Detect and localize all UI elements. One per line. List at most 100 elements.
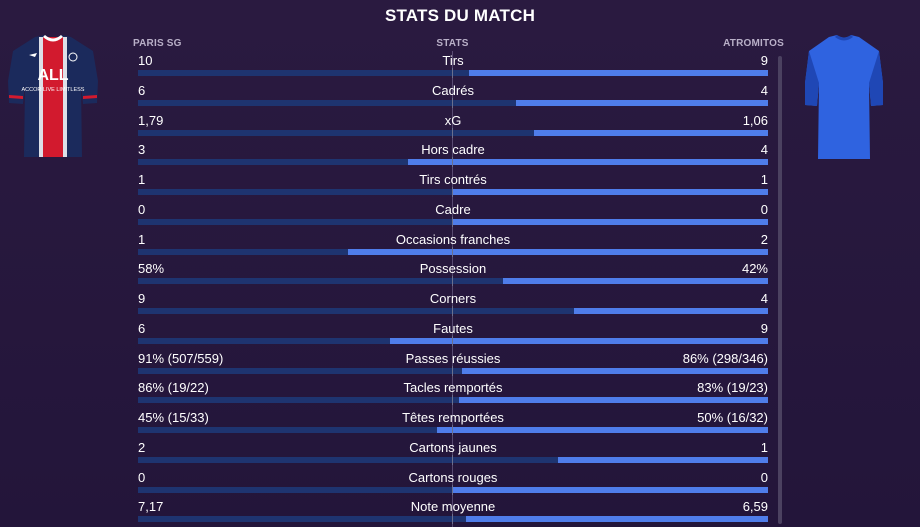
away-stat-value: 4 [760, 82, 768, 98]
away-bar-fill [459, 397, 768, 404]
home-bar-fill [138, 278, 503, 285]
home-bar-fill [138, 367, 462, 374]
bar-midpoint-marker [452, 216, 453, 227]
bar-midpoint-marker [452, 157, 453, 168]
stat-row: 6 Cadrés 4 [138, 81, 768, 111]
stat-comparison-bar [138, 276, 768, 287]
stat-label: Occasions franches [395, 231, 511, 247]
bar-midpoint-marker [452, 127, 453, 138]
stat-label: Cadre [435, 201, 471, 217]
stat-row: 0 Cartons rouges 0 [138, 468, 768, 498]
home-kit-image: ALL ACCOR LIVE LIMITLESS [8, 35, 98, 157]
stat-comparison-bar [138, 246, 768, 257]
away-stat-value: 42% [741, 261, 768, 277]
away-stat-value: 50% (16/32) [697, 410, 768, 425]
home-stat-value: 1,79 [138, 112, 164, 128]
home-stat-value: 7,17 [138, 499, 164, 515]
away-bar-fill [453, 218, 768, 225]
away-stat-value: 2 [760, 231, 768, 247]
away-stat-value: 0 [760, 201, 768, 217]
stat-comparison-bar [138, 395, 768, 406]
bar-midpoint-marker [452, 484, 453, 495]
home-stat-value: 10 [138, 53, 153, 68]
bar-midpoint-marker [452, 276, 453, 287]
scrollbar[interactable] [778, 56, 782, 524]
home-stat-value: 2 [138, 439, 146, 455]
stat-label: Tacles remportés [403, 380, 503, 396]
away-bar-fill [348, 248, 768, 255]
stat-comparison-bar [138, 187, 768, 197]
stat-label: Passes réussies [405, 350, 501, 366]
away-bar-fill [574, 308, 768, 314]
stat-row: 7,17 Note moyenne 6,59 [138, 497, 768, 527]
away-bar-fill [558, 456, 768, 463]
stat-row: 3 Hors cadre 4 [138, 140, 768, 170]
bar-midpoint-marker [452, 68, 453, 78]
home-stat-value: 1 [138, 231, 146, 247]
home-stat-value: 6 [138, 320, 146, 336]
away-team-name: ATROMITOS [723, 38, 784, 49]
away-bar-fill [453, 486, 768, 493]
away-bar-fill [469, 70, 768, 76]
bar-midpoint-marker [452, 246, 453, 257]
stat-row: 10 Tirs 9 [138, 51, 768, 81]
bar-midpoint-marker [452, 425, 453, 435]
away-stat-value: 0 [760, 469, 768, 485]
home-stat-value: 0 [138, 201, 146, 217]
home-bar-fill [138, 159, 408, 166]
away-bar-fill [534, 129, 768, 136]
home-stat-value: 86% (19/22) [138, 380, 209, 396]
stats-table: 10 Tirs 9 6 Cadrés 4 1,79 xG 1,06 3 Hors cadre 4 1 Ti… [138, 51, 768, 527]
stat-row: 86% (19/22) Tacles remportés 83% (19/23) [138, 378, 768, 408]
stat-comparison-bar [138, 514, 768, 525]
stat-row: 1,79 xG 1,06 [138, 111, 768, 141]
stat-label: Corners [429, 291, 477, 306]
bar-midpoint-marker [452, 514, 453, 525]
away-bar-fill [466, 516, 768, 523]
stat-comparison-bar [138, 454, 768, 465]
center-divider [452, 51, 453, 527]
home-stat-value: 1 [138, 172, 146, 187]
stat-label: Possession [419, 261, 487, 277]
away-bar-fill [462, 367, 768, 374]
away-stat-value: 6,59 [742, 499, 768, 515]
svg-text:ACCOR LIVE LIMITLESS: ACCOR LIVE LIMITLESS [22, 87, 85, 93]
away-stat-value: 86% (298/346) [682, 350, 768, 366]
stat-label: Fautes [433, 320, 473, 336]
home-bar-fill [138, 189, 453, 195]
stat-row: 1 Occasions franches 2 [138, 230, 768, 260]
stat-row: 45% (15/33) Têtes remportées 50% (16/32) [138, 408, 768, 438]
page-title: STATS DU MATCH [384, 6, 536, 25]
home-bar-fill [138, 308, 574, 314]
stat-label: Cartons jaunes [409, 439, 497, 455]
home-bar-fill [138, 486, 453, 493]
svg-text:ALL: ALL [37, 67, 68, 84]
stat-comparison-bar [138, 157, 768, 168]
away-bar-fill [516, 99, 768, 106]
away-stat-value: 9 [760, 320, 768, 336]
stat-comparison-bar [138, 335, 768, 346]
home-team-name: PARIS SG [133, 38, 182, 49]
home-bar-fill [138, 427, 437, 433]
stat-comparison-bar [138, 68, 768, 78]
home-stat-value: 3 [138, 142, 146, 158]
stat-comparison-bar [138, 97, 768, 108]
bar-midpoint-marker [452, 365, 453, 376]
home-stat-value: 58% [138, 261, 165, 277]
home-bar-fill [138, 456, 558, 463]
stat-comparison-bar [138, 216, 768, 227]
bar-midpoint-marker [452, 395, 453, 406]
home-bar-fill [138, 70, 469, 76]
home-bar-fill [138, 218, 453, 225]
home-stat-value: 9 [138, 291, 146, 306]
home-stat-value: 91% (507/559) [138, 350, 224, 366]
home-bar-fill [138, 99, 516, 106]
bar-midpoint-marker [452, 306, 453, 316]
home-stat-value: 6 [138, 82, 146, 98]
stat-comparison-bar [138, 127, 768, 138]
away-stat-value: 1,06 [742, 112, 768, 128]
stat-label: Tirs [442, 53, 464, 68]
away-kit-image [805, 35, 883, 159]
stat-row: 91% (507/559) Passes réussies 86% (298/346… [138, 349, 768, 379]
home-bar-fill [138, 248, 348, 255]
